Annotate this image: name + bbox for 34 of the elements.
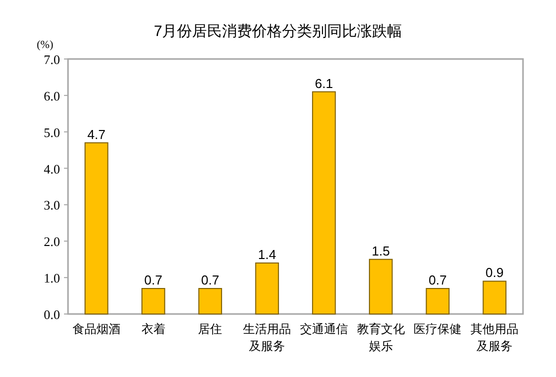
bar — [198, 288, 222, 314]
bar — [84, 142, 108, 314]
y-tick-label: 5.0 — [44, 124, 60, 140]
data-label: 6.1 — [314, 76, 333, 91]
bar — [368, 258, 393, 314]
x-tick-label: 居住 — [198, 322, 222, 336]
x-tick-label: 交通通信 — [300, 322, 348, 336]
y-tick-label: 0.0 — [44, 307, 60, 322]
x-tick-label: 生活用品及服务 — [243, 322, 292, 353]
y-tick-label: 1.0 — [44, 270, 60, 286]
bar — [482, 280, 506, 314]
y-tick-label: 2.0 — [44, 234, 60, 250]
y-tick-label: 7.0 — [44, 52, 60, 67]
bar — [312, 91, 336, 314]
data-label: 1.5 — [372, 243, 390, 258]
x-tick-label: 衣着 — [141, 322, 166, 336]
bar — [426, 288, 450, 314]
data-label: 1.4 — [258, 247, 276, 262]
bar — [141, 288, 166, 314]
data-label: 0.7 — [201, 272, 220, 288]
y-tick-label: 3.0 — [44, 198, 60, 213]
data-label: 0.7 — [428, 272, 447, 288]
x-tick-label: 教育文化娱乐 — [356, 322, 405, 353]
data-label: 4.7 — [87, 126, 106, 142]
x-tick-label: 食品烟酒 — [72, 322, 120, 336]
bar — [255, 262, 279, 314]
x-tick-label: 医疗保健 — [414, 322, 462, 336]
y-tick-label: 6.0 — [44, 88, 60, 104]
data-label: 0.7 — [144, 272, 162, 288]
y-axis-title: (%) — [36, 39, 54, 51]
data-label: 0.9 — [486, 265, 504, 280]
y-tick-label: 4.0 — [44, 161, 60, 176]
chart-title: 7月份居民消费价格分类别同比涨跌幅 — [154, 23, 402, 40]
x-tick-label: 其他用品及服务 — [470, 322, 519, 353]
